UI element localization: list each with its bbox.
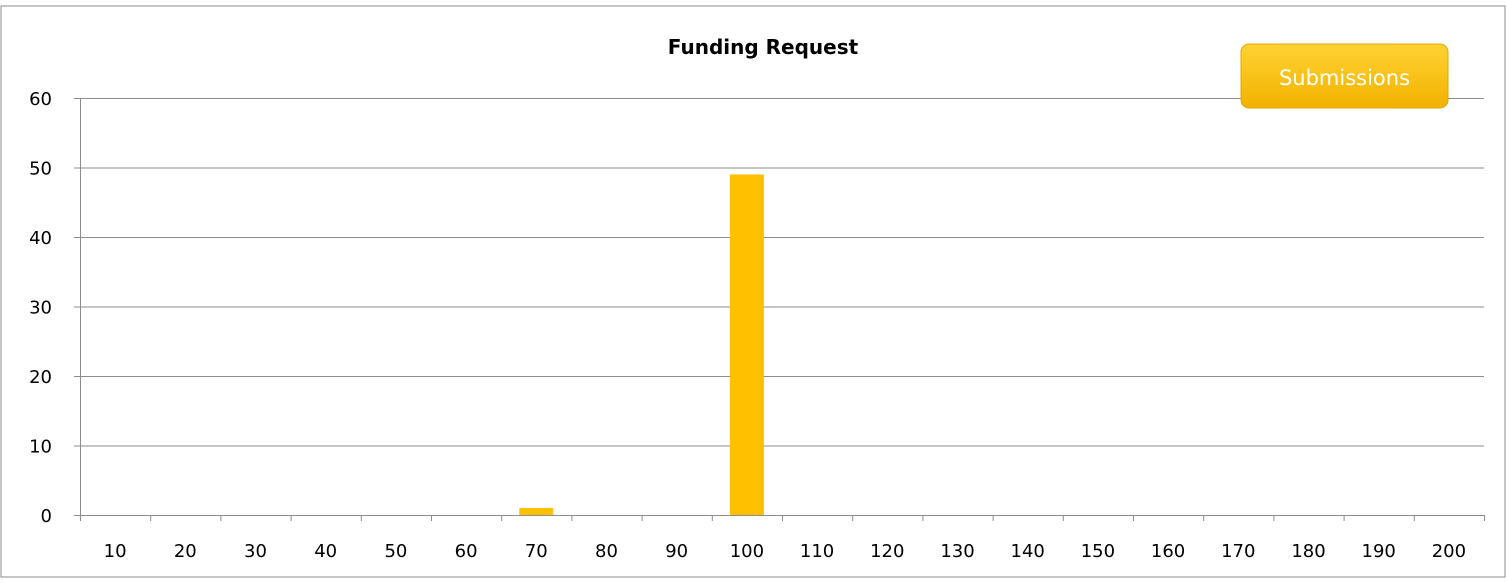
chart-title: Funding Request — [668, 35, 859, 59]
y-tick-label: 30 — [29, 298, 52, 319]
x-axis-tick-labels: 10 20 30 40 50 60 70 80 90 100 110 120 130 140 150 160 1… — [104, 541, 1466, 562]
legend-swatch — [1240, 43, 1449, 109]
x-tick-label: 90 — [665, 541, 688, 562]
x-tick-label: 100 — [730, 541, 764, 562]
x-tick-label: 10 — [104, 541, 127, 562]
x-tick-label: 20 — [174, 541, 197, 562]
legend: Submissions — [1240, 43, 1449, 109]
x-tick-label: 50 — [384, 541, 407, 562]
x-tick-label: 200 — [1432, 541, 1466, 562]
x-tick-label: 180 — [1291, 541, 1325, 562]
legend-label: Submissions — [1279, 66, 1410, 90]
bar-70 — [519, 508, 554, 515]
x-tick-label: 70 — [525, 541, 548, 562]
y-tick-label: 0 — [41, 506, 52, 527]
bars — [519, 174, 764, 515]
x-tick-label: 60 — [455, 541, 478, 562]
y-tick-label: 20 — [29, 367, 52, 388]
y-axis-tick-labels: 0 10 20 30 40 50 60 — [29, 89, 80, 527]
y-tick-label: 60 — [29, 89, 52, 110]
x-tick-label: 130 — [940, 541, 974, 562]
x-tick-label: 30 — [244, 541, 267, 562]
x-tick-label: 140 — [1011, 541, 1045, 562]
bar-100 — [729, 174, 764, 515]
x-tick-label: 150 — [1081, 541, 1115, 562]
y-tick-label: 50 — [29, 159, 52, 180]
x-tick-label: 110 — [800, 541, 834, 562]
x-tick-label: 80 — [595, 541, 618, 562]
x-tick-label: 170 — [1221, 541, 1255, 562]
x-tick-label: 160 — [1151, 541, 1185, 562]
x-tick-label: 40 — [314, 541, 337, 562]
y-tick-label: 40 — [29, 228, 52, 249]
x-tick-label: 120 — [870, 541, 904, 562]
x-axis — [80, 98, 1485, 521]
x-tick-label: 190 — [1362, 541, 1396, 562]
y-tick-label: 10 — [29, 437, 52, 458]
